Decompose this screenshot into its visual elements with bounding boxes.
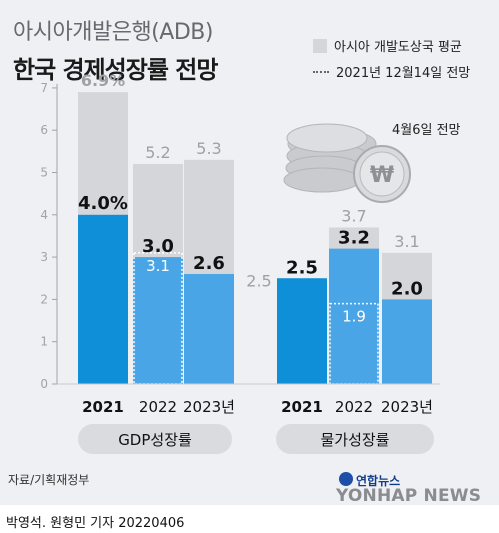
chart-title-line1: 아시아개발은행(ADB) — [13, 20, 213, 45]
average-value-label: 3.1 — [394, 232, 419, 251]
legend-swatch-dotted — [313, 70, 329, 73]
y-tick-label: 3 — [40, 250, 48, 264]
source-text: 자료/기획재정부 — [8, 473, 90, 487]
svg-text:₩: ₩ — [370, 163, 394, 188]
y-tick-label: 0 — [40, 377, 48, 391]
average-value-label: 3.7 — [341, 206, 366, 225]
y-axis: 0 1 2 3 4 5 6 7 — [40, 81, 58, 391]
previous-forecast-box — [133, 252, 183, 385]
forecast-bar — [382, 299, 432, 384]
yonhap-wordmark: YONHAP NEWS — [336, 486, 482, 506]
legend-item-previous: 2021년 12월14일 전망 — [313, 62, 470, 81]
group-label-gdp: GDP성장률 — [78, 424, 232, 454]
forecast-value-label: 3.2 — [338, 228, 370, 249]
y-tick-label: 1 — [40, 335, 48, 349]
forecast-value-label: 2.5 — [286, 257, 318, 278]
y-tick-label: 6 — [40, 123, 48, 137]
average-value-label: 5.2 — [145, 143, 170, 162]
bars — [57, 92, 440, 385]
yonhap-korean-name: 연합뉴스 — [356, 474, 401, 488]
forecast-value-label: 4.0% — [78, 193, 128, 214]
average-value-label: 6.9% — [81, 71, 125, 90]
y-tick-label: 7 — [40, 81, 48, 95]
category-label: 2022 — [139, 398, 177, 416]
average-value-label: 2.5 — [246, 271, 271, 290]
average-value-label: 5.3 — [196, 139, 221, 158]
previous-forecast-label: 3.1 — [146, 257, 170, 275]
forecast-value-label: 2.0 — [391, 278, 423, 299]
category-label: 2021 — [281, 398, 323, 416]
forecast-value-label: 2.6 — [193, 253, 225, 274]
bar-labels: 6.9% 4.0% 2021 3.1 5.2 3.0 2022 5.3 2.6 2023년 2.5 2… — [78, 71, 433, 416]
category-label: 2023년 — [381, 398, 433, 416]
forecast-bar — [329, 248, 379, 384]
y-tick-label: 4 — [40, 208, 48, 222]
y-tick-label: 5 — [40, 166, 48, 180]
forecast-date-note: 4월6일 전망 — [392, 123, 461, 138]
forecast-value-label: 3.0 — [142, 236, 174, 257]
category-label: 2021 — [82, 398, 124, 416]
category-label: 2023년 — [183, 398, 235, 416]
yonhap-logo: 연합뉴스 YONHAP NEWS — [336, 472, 496, 506]
legend-label-previous: 2021년 12월14일 전망 — [336, 66, 471, 81]
chart-title-line2: 한국 경제성장률 전망 — [13, 56, 218, 84]
category-label: 2022 — [335, 398, 373, 416]
legend-swatch-gray — [313, 38, 327, 53]
previous-forecast-label: 1.9 — [342, 308, 366, 326]
credit-text: 박영석. 원형민 기자 20220406 — [6, 516, 185, 531]
forecast-bar — [133, 257, 183, 384]
y-tick-label: 2 — [40, 292, 48, 306]
forecast-bar — [277, 278, 327, 384]
group-label-price: 물가성장률 — [276, 424, 434, 454]
yonhap-emblem-icon — [339, 472, 353, 486]
forecast-bar — [184, 274, 234, 384]
legend-item-average: 아시아 개발도상국 평균 — [313, 36, 462, 55]
growth-forecast-chart: 0 1 2 3 4 5 6 7 6.9% 4.0% 2021 3.1 5.2 3.0 2022 5.3 2.6… — [40, 71, 440, 416]
forecast-bar — [78, 214, 128, 384]
legend-label-average: 아시아 개발도상국 평균 — [334, 40, 462, 55]
coins-illustration: ₩ — [283, 123, 411, 203]
